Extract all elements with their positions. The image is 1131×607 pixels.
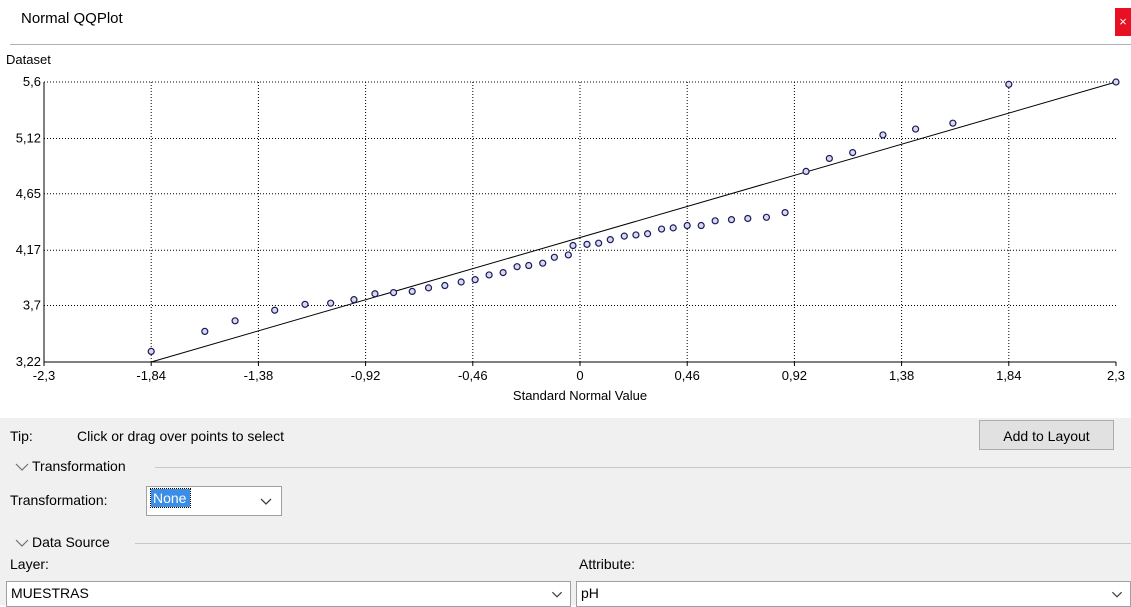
transformation-section-label: Transformation <box>32 458 126 474</box>
transformation-select[interactable]: None <box>146 486 282 516</box>
data-point <box>697 221 705 230</box>
data-point <box>1005 80 1013 88</box>
y-tick-label: 5,6 <box>23 74 41 89</box>
data-point <box>408 287 416 296</box>
x-tick-label: -0,92 <box>351 368 381 383</box>
y-tick-label: 3,22 <box>16 354 41 369</box>
data-point <box>1112 78 1120 86</box>
attribute-select[interactable]: pH <box>576 581 1131 607</box>
data-point <box>424 284 433 292</box>
data-point <box>389 288 398 297</box>
data-point <box>327 299 335 307</box>
x-tick-label: -0,46 <box>458 368 488 383</box>
window-title: Normal QQPlot <box>21 10 123 27</box>
data-point <box>762 213 771 221</box>
data-point <box>539 259 547 267</box>
attribute-label: Attribute: <box>579 556 636 572</box>
x-tick-label: 2,3 <box>1107 368 1125 383</box>
data-point <box>550 253 558 261</box>
chevron-down-icon <box>260 498 272 505</box>
data-point <box>949 119 957 127</box>
data-point <box>457 278 465 286</box>
data-source-section-label: Data Source <box>32 534 110 550</box>
data-point <box>485 271 493 279</box>
layer-label: Layer: <box>10 556 49 572</box>
data-point <box>564 251 572 259</box>
transformation-label: Transformation: <box>10 492 108 508</box>
transformation-section-header[interactable]: Transformation <box>14 458 126 474</box>
x-tick-label: 0 <box>576 368 583 383</box>
reference-line <box>151 81 1117 363</box>
tip-text: Click or drag over points to select <box>77 428 284 444</box>
data-point <box>301 300 309 308</box>
transformation-value: None <box>149 488 192 508</box>
data-point <box>825 154 833 163</box>
close-button[interactable]: × <box>1115 8 1131 36</box>
data-point <box>849 148 857 157</box>
add-to-layout-button[interactable]: Add to Layout <box>979 420 1114 450</box>
data-point <box>371 290 379 298</box>
data-point <box>201 327 209 336</box>
x-tick-label: 0,92 <box>782 368 807 383</box>
section-divider <box>135 543 1131 544</box>
x-tick-label: -1,38 <box>244 368 274 383</box>
chevron-down-icon <box>551 591 563 598</box>
title-bar: Normal QQPlot × <box>0 0 1131 44</box>
data-point <box>595 239 603 247</box>
layer-value: MUESTRAS <box>11 585 89 601</box>
data-point <box>669 224 677 232</box>
layer-select[interactable]: MUESTRAS <box>6 581 571 607</box>
data-point <box>683 221 691 230</box>
data-point <box>643 230 652 238</box>
data-source-section-header[interactable]: Data Source <box>14 534 110 550</box>
title-divider <box>10 44 1131 45</box>
data-point <box>569 241 577 250</box>
data-point <box>513 263 521 271</box>
chevron-down-icon <box>1111 591 1123 598</box>
data-point <box>802 167 810 176</box>
data-point <box>879 131 887 139</box>
data-point <box>231 317 239 325</box>
data-point <box>727 216 736 224</box>
chevron-down-icon <box>15 463 29 472</box>
x-tick-label: 0,46 <box>675 368 700 383</box>
options-panel: Tip: Click or drag over points to select… <box>0 418 1131 607</box>
x-tick-label: 1,84 <box>996 368 1021 383</box>
data-point <box>620 232 628 240</box>
data-point <box>657 225 666 233</box>
section-divider <box>155 467 1131 468</box>
data-point <box>441 281 449 290</box>
y-axis-label: Dataset <box>6 52 51 67</box>
data-point <box>471 276 479 284</box>
x-tick-label: -1,84 <box>136 368 166 383</box>
x-tick-label: 1,38 <box>889 368 914 383</box>
data-point <box>781 208 789 217</box>
data-point <box>350 296 358 304</box>
y-tick-label: 4,17 <box>16 242 41 257</box>
qq-plot[interactable]: -2,3 -1,84 -1,38 -0,92 -0,46 0 0,46 0,92 1,38 1,8… <box>0 46 1131 408</box>
data-point <box>525 261 533 270</box>
data-point <box>711 217 719 225</box>
x-tick-label: -2,3 <box>33 368 55 383</box>
data-point <box>271 306 279 314</box>
y-tick-label: 3,7 <box>23 298 41 313</box>
data-point <box>583 240 591 248</box>
data-point <box>147 347 155 356</box>
data-point <box>911 125 920 133</box>
tip-label: Tip: <box>10 428 33 444</box>
data-point <box>632 231 640 239</box>
y-tick-label: 5,12 <box>16 130 41 145</box>
chevron-down-icon <box>15 539 29 548</box>
y-tick-label: 4,65 <box>16 186 41 201</box>
data-point <box>606 236 614 244</box>
x-axis-label: Standard Normal Value <box>513 388 647 403</box>
attribute-value: pH <box>581 585 599 601</box>
data-point <box>744 214 752 223</box>
close-icon: × <box>1119 14 1127 29</box>
data-point <box>499 268 507 277</box>
